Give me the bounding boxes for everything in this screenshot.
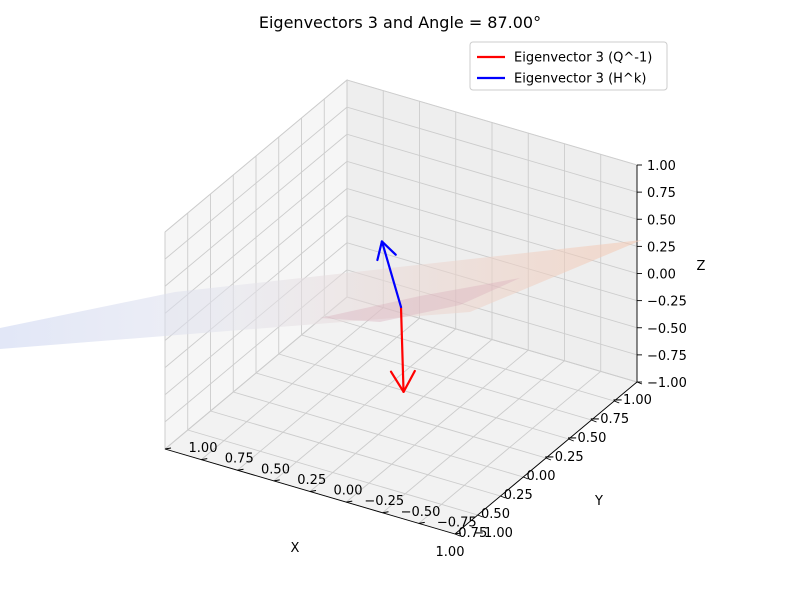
y-tick-label: −1.00 xyxy=(473,526,513,541)
x-tick-label: 1.00 xyxy=(436,545,465,560)
x-tick-label: −1.00 xyxy=(612,393,652,408)
eigenvector-arrow-h-k xyxy=(380,240,403,309)
grid-line-wall-z-right xyxy=(346,133,638,220)
y-tick-mark xyxy=(164,447,172,450)
z-tick-label: 0.00 xyxy=(647,268,676,283)
x-tick-mark xyxy=(454,533,461,537)
x-tick-mark xyxy=(500,495,506,499)
y-tick-label: −0.50 xyxy=(401,505,441,520)
grid-line-floor-x xyxy=(210,410,501,497)
z-tick-label: −0.75 xyxy=(647,349,687,364)
x-tick-mark xyxy=(614,400,620,404)
z-axis-label: Z xyxy=(697,259,706,274)
y-tick-label: 0.25 xyxy=(297,473,326,488)
eigenvector-arrows xyxy=(376,240,416,394)
y-tick-mark xyxy=(382,511,389,514)
z-tick-label: −0.25 xyxy=(647,295,687,310)
surface-highlight xyxy=(320,278,520,322)
x-tick-label: −0.25 xyxy=(544,450,584,465)
z-tick-label: −1.00 xyxy=(647,376,687,391)
eigenvector-arrow-h-k-head xyxy=(376,240,397,262)
legend-box xyxy=(469,41,668,91)
x-tick-mark xyxy=(523,476,529,480)
grid-line-floor-x xyxy=(233,391,524,478)
grid-line-wall-z-left xyxy=(164,106,348,260)
x-tick-mark xyxy=(568,438,574,442)
x-tick-label: −0.50 xyxy=(567,431,607,446)
y-tick-label: −0.75 xyxy=(437,515,477,530)
y-tick-label: 1.00 xyxy=(189,441,218,456)
y-tick-mark xyxy=(346,500,353,503)
grid-line-floor-y xyxy=(200,307,384,460)
grid-line-floor-y xyxy=(309,339,493,492)
grid-line-wall-z-left xyxy=(164,133,348,287)
y-tick-mark xyxy=(273,479,280,482)
surface-plot xyxy=(0,240,642,350)
y-tick-mark xyxy=(418,521,425,524)
x-axis-label: X xyxy=(291,541,300,556)
legend-label-q-inverse: Eigenvector 3 (Q^-1) xyxy=(514,51,652,66)
z-tick-label: 0.50 xyxy=(647,213,676,228)
legend: Eigenvector 3 (Q^-1) Eigenvector 3 (H^k) xyxy=(469,41,668,91)
z-tick-label: 0.75 xyxy=(647,186,676,201)
y-tick-mark xyxy=(309,490,317,492)
y-tick-label: 0.50 xyxy=(261,462,290,477)
grid-line-floor-y xyxy=(273,328,457,482)
z-tick-label: 0.25 xyxy=(647,240,676,255)
tick-labels: −1.00−0.75−0.50−0.250.000.250.500.751.00… xyxy=(164,159,687,560)
y-tick-mark xyxy=(201,458,208,461)
y-tick-label: 0.75 xyxy=(225,452,254,467)
grid-line-wall-z-left xyxy=(164,161,348,314)
x-tick-label: 0.50 xyxy=(481,507,510,522)
grid-line-wall-z-left xyxy=(164,79,348,233)
x-tick-label: 0.75 xyxy=(458,526,487,541)
z-tick-label: 1.00 xyxy=(647,159,676,174)
y-tick-mark xyxy=(454,532,462,535)
y-tick-label: 0.00 xyxy=(334,484,363,499)
grid-line-wall-z-right xyxy=(346,106,638,193)
grid-line-floor-x xyxy=(187,429,478,516)
z-tick-label: −0.50 xyxy=(647,322,687,337)
legend-label-h-k: Eigenvector 3 (H^k) xyxy=(514,72,646,87)
grid-line-wall-z-right xyxy=(346,160,638,247)
x-tick-mark xyxy=(591,419,597,423)
x-tick-label: 0.00 xyxy=(527,469,556,484)
x-tick-label: −0.75 xyxy=(589,412,629,427)
x-tick-mark xyxy=(545,457,552,461)
surface-plane xyxy=(0,240,642,350)
grid-line-wall-z-right xyxy=(346,79,638,166)
eigenvector-arrow-q-inverse xyxy=(399,305,405,394)
eigenvector-arrow-q-inverse-head xyxy=(389,369,416,393)
chart-title: Eigenvectors 3 and Angle = 87.00° xyxy=(259,13,541,32)
y-tick-mark xyxy=(237,468,244,471)
grid-line-floor-y xyxy=(237,317,420,471)
x-tick-label: 0.25 xyxy=(504,488,533,503)
x-tick-mark xyxy=(477,514,483,518)
y-tick-label: −0.25 xyxy=(364,494,404,509)
y-axis-label: Y xyxy=(594,494,603,509)
